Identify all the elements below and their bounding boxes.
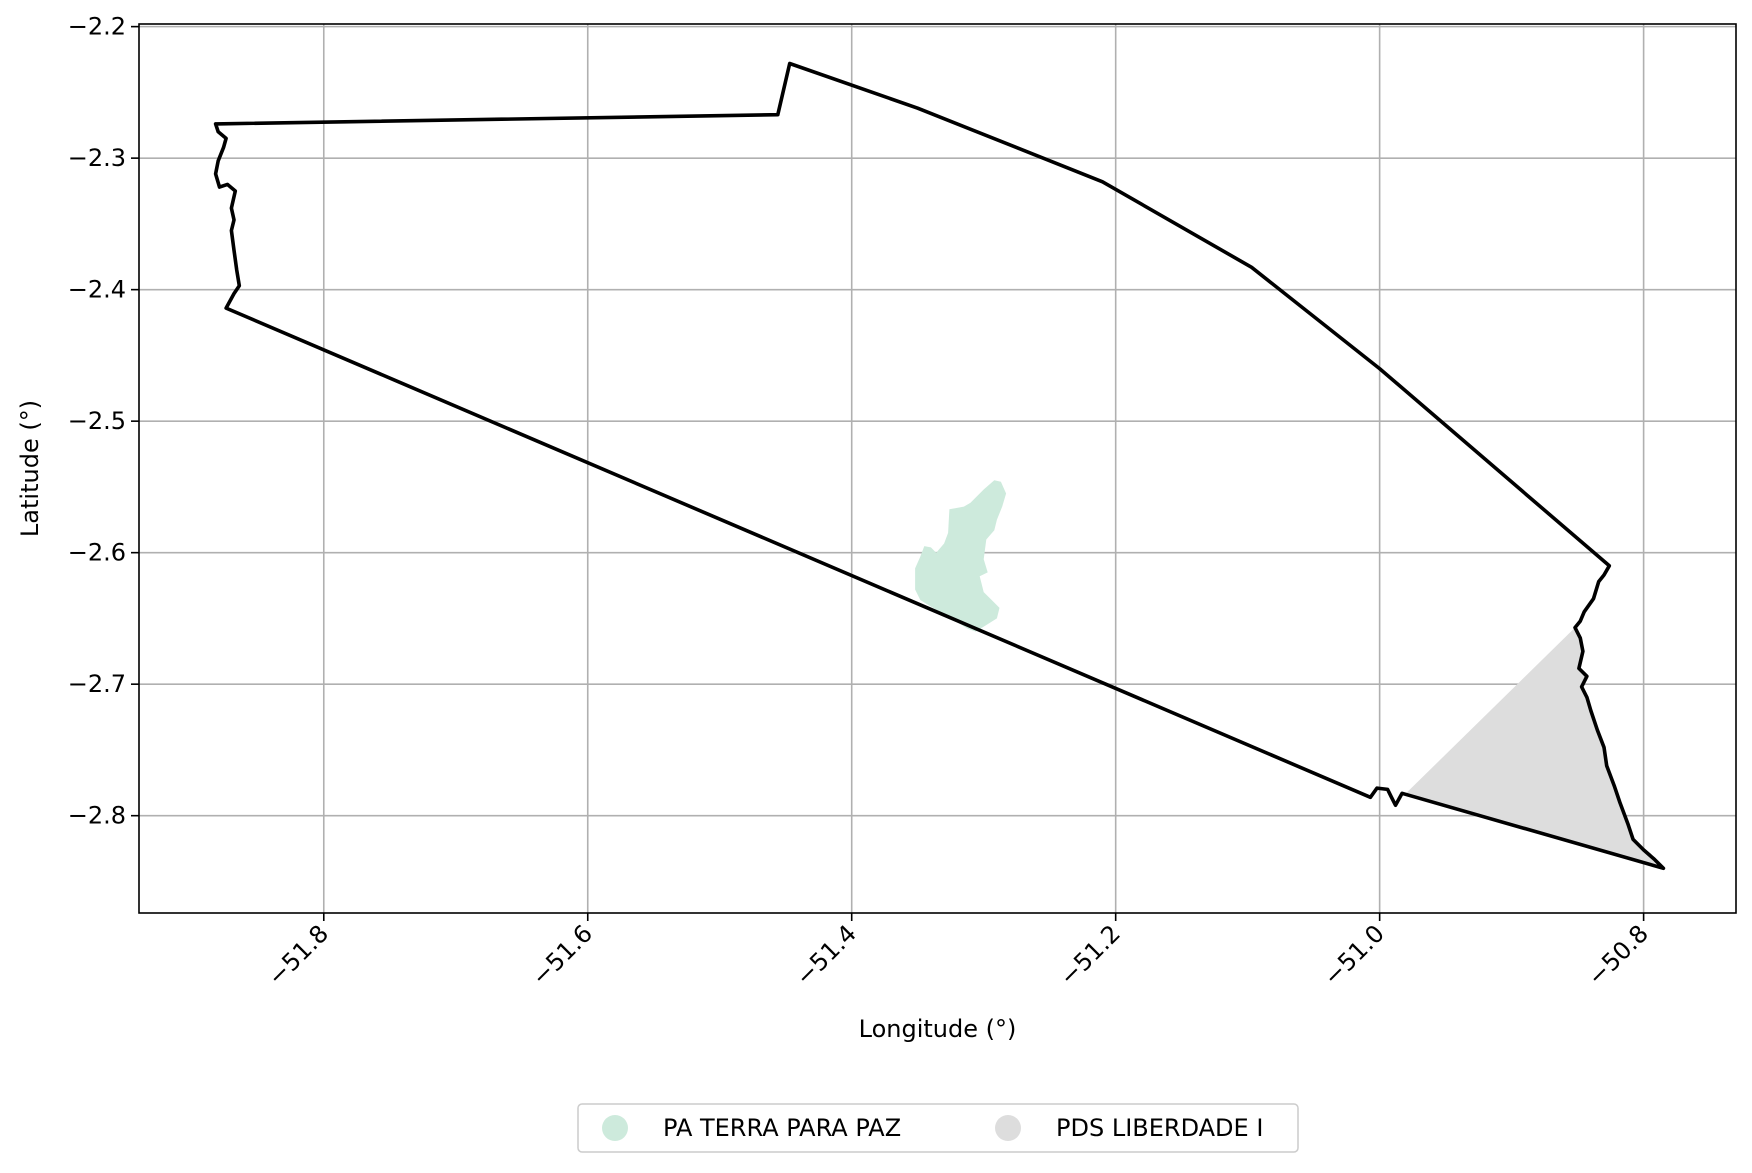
legend-marker-pds-liberdade-i [995,1115,1021,1141]
legend-marker-pa-terra-para-paz [602,1115,628,1141]
legend-label-pa-terra-para-paz: PA TERRA PARA PAZ [663,1114,901,1142]
y-tick-label: −2.5 [68,407,126,435]
y-tick-label: −2.8 [68,802,126,830]
y-tick-label: −2.4 [68,276,126,304]
y-tick-label: −2.6 [68,539,126,567]
y-tick-label: −2.2 [68,13,126,41]
legend-label-pds-liberdade-i: PDS LIBERDADE I [1056,1114,1263,1142]
y-tick-label: −2.7 [68,670,126,698]
y-tick-label: −2.3 [68,144,126,172]
x-axis-label: Longitude (°) [859,1015,1017,1043]
legend: PA TERRA PARA PAZ PDS LIBERDADE I [578,1104,1298,1152]
y-axis-label: Latitude (°) [16,400,44,537]
